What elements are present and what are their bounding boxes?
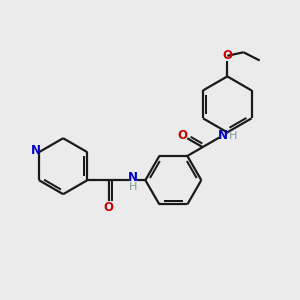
Text: O: O: [103, 201, 114, 214]
Text: O: O: [178, 129, 188, 142]
Text: N: N: [30, 144, 40, 157]
Text: N: N: [218, 129, 228, 142]
Text: H: H: [129, 182, 137, 192]
Text: H: H: [229, 131, 238, 141]
Text: N: N: [128, 171, 138, 184]
Text: O: O: [222, 49, 232, 62]
